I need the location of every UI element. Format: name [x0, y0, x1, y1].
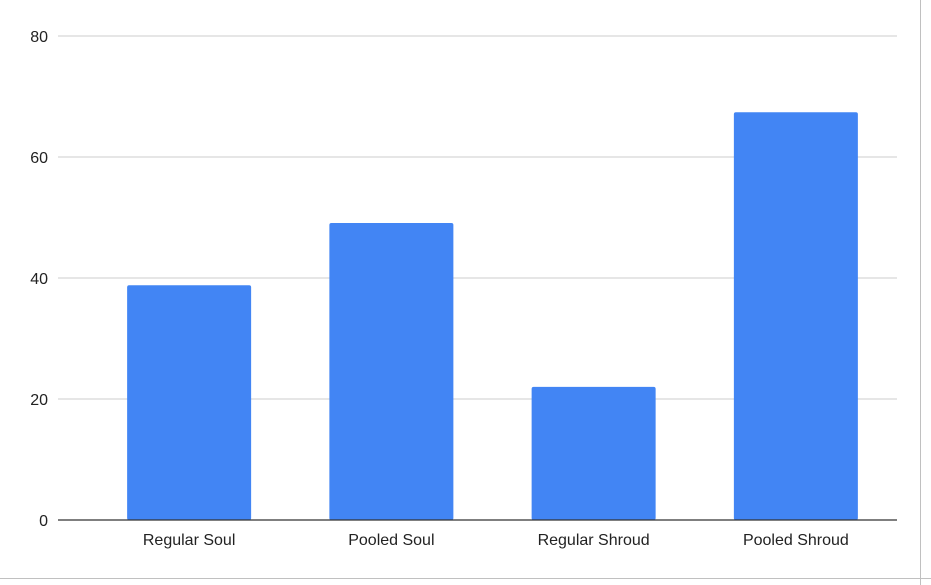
y-tick-label: 80 [30, 29, 48, 46]
sheet-edge-bottom [0, 578, 931, 579]
x-tick-label: Pooled Soul [348, 532, 434, 549]
x-tick-label: Regular Shroud [538, 532, 650, 549]
bar [329, 222, 454, 520]
x-tick-label: Pooled Shroud [743, 532, 849, 549]
y-tick-label: 40 [30, 271, 48, 288]
x-tick-labels: Regular Soul Pooled Soul Regular Shroud Poo… [143, 532, 849, 549]
bar [531, 386, 656, 520]
y-tick-label: 0 [39, 513, 48, 530]
y-tick-label: 20 [30, 392, 48, 409]
y-tick-labels: 0 20 40 60 80 [30, 29, 48, 530]
bar [127, 285, 252, 520]
bars [127, 112, 858, 520]
y-tick-label: 60 [30, 150, 48, 167]
x-tick-label: Regular Soul [143, 532, 236, 549]
sheet-edge-right [920, 0, 921, 585]
bar [733, 112, 858, 520]
